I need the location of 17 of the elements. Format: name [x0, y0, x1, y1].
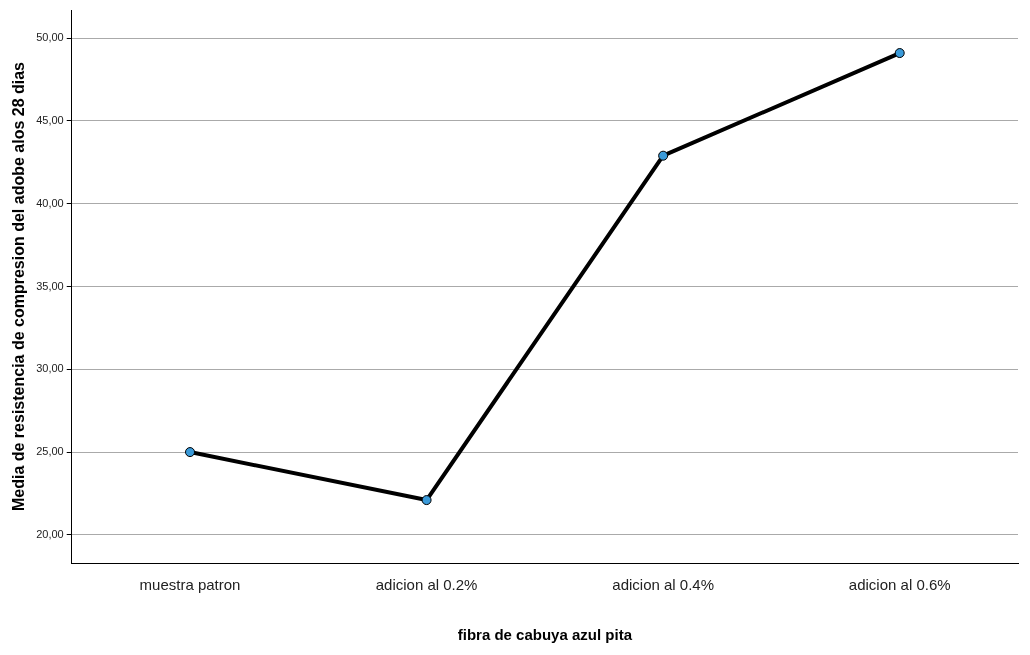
x-axis-title: fibra de cabuya azul pita [457, 626, 633, 644]
y-tick-label: 25,00 [36, 445, 64, 458]
point [185, 447, 196, 458]
y-tick-label: 20,00 [36, 527, 64, 540]
x-tick-label: adicion al 0.6% [848, 576, 951, 594]
x-tick-label: adicion al 0.4% [612, 576, 715, 594]
x-tick-label: adicion al 0.2% [375, 576, 478, 594]
y-tick-label: 50,00 [36, 31, 64, 44]
point [658, 150, 669, 161]
y-tick-label: 45,00 [36, 113, 64, 126]
y-axis-title: Media de resistencia de compresion del adobe alos 28 dias [10, 61, 28, 512]
y-tick-label: 30,00 [36, 362, 64, 375]
y-tick-label: 35,00 [36, 279, 64, 292]
y-tick-label: 40,00 [36, 196, 64, 209]
point [421, 495, 432, 506]
x-tick-label: muestra patron [139, 576, 241, 594]
point [894, 48, 905, 59]
